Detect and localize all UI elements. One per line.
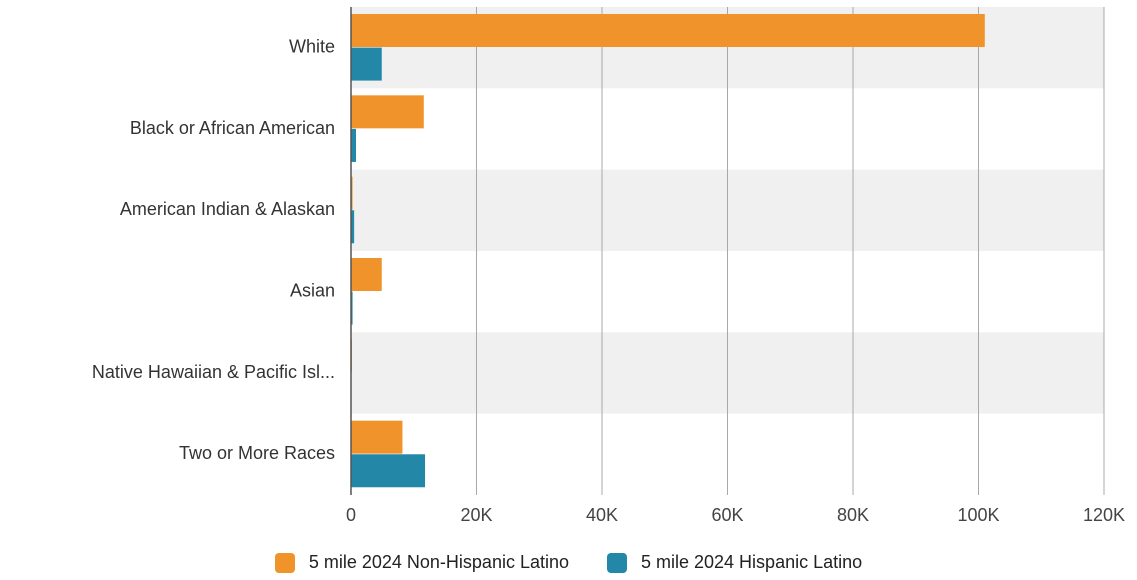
category-label-asian: Asian: [290, 280, 335, 300]
bar-american-indian-alaskan-hispanic[interactable]: [351, 210, 355, 244]
bar-asian-hispanic[interactable]: [351, 291, 353, 325]
category-label-white: White: [289, 36, 335, 56]
x-tick-label: 20K: [460, 505, 492, 525]
bar-two-or-more-races-hispanic[interactable]: [351, 454, 426, 488]
x-axis-ticks: 0 20K 40K 60K 80K 100K 120K: [346, 505, 1125, 525]
bars: [351, 14, 985, 488]
legend-label-non-hispanic: 5 mile 2024 Non-Hispanic Latino: [308, 552, 569, 572]
x-tick-label: 0: [346, 505, 356, 525]
bar-american-indian-alaskan-non-hispanic[interactable]: [351, 176, 353, 210]
legend: 5 mile 2024 Non-Hispanic Latino 5 mile 2…: [0, 552, 1137, 573]
category-label-native-hawaiian-pacific-isl: Native Hawaiian & Pacific Isl...: [92, 362, 335, 382]
x-tick-label: 100K: [957, 505, 999, 525]
legend-swatch-hispanic: [607, 552, 627, 573]
bar-black-or-african-american-hispanic[interactable]: [351, 128, 357, 162]
category-labels: White Black or African American American I…: [92, 36, 335, 463]
legend-swatch-non-hispanic: [274, 552, 295, 573]
legend-item-hispanic[interactable]: 5 mile 2024 Hispanic Latino: [607, 552, 862, 573]
gridlines: [476, 7, 1105, 495]
bar-white-hispanic[interactable]: [351, 47, 382, 81]
x-tick-label: 80K: [837, 505, 869, 525]
bar-two-or-more-races-non-hispanic[interactable]: [351, 420, 403, 454]
x-tick-label: 40K: [586, 505, 618, 525]
legend-label-hispanic: 5 mile 2024 Hispanic Latino: [641, 552, 863, 572]
x-tick-label: 60K: [711, 505, 743, 525]
bar-chart: White Black or African American American I…: [92, 7, 1125, 525]
legend-item-non-hispanic[interactable]: 5 mile 2024 Non-Hispanic Latino: [274, 552, 569, 573]
bar-white-non-hispanic[interactable]: [351, 14, 985, 47]
x-tick-label: 120K: [1083, 505, 1125, 525]
bar-asian-non-hispanic[interactable]: [351, 258, 382, 291]
category-label-american-indian-alaskan: American Indian & Alaskan: [120, 199, 335, 219]
bar-black-or-african-american-non-hispanic[interactable]: [351, 95, 424, 129]
category-label-black-or-african-american: Black or African American: [130, 118, 335, 138]
category-label-two-or-more-races: Two or More Races: [179, 443, 335, 463]
